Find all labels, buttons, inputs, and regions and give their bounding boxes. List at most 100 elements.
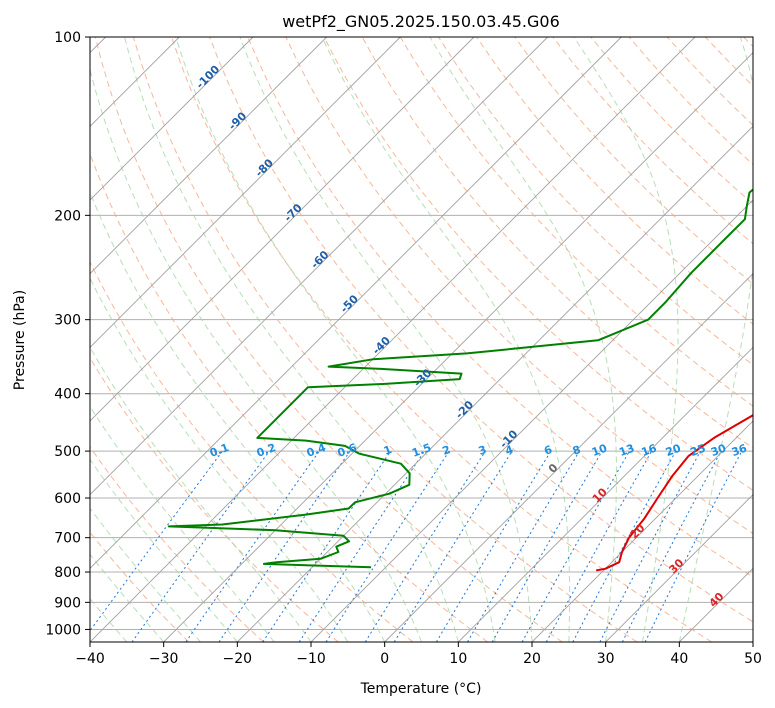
mixing-ratio-lines [90, 450, 743, 642]
isotherm [90, 37, 327, 275]
isotherm [531, 420, 753, 642]
y-axis-title: Pressure (hPa) [12, 290, 28, 390]
x-tick-label: 0 [380, 651, 389, 667]
mixing-ratio-label: 8 [571, 443, 583, 458]
mixing-ratio-label: 6 [542, 443, 554, 458]
isotherm [90, 37, 622, 569]
isotherm [605, 494, 753, 642]
moist-adiabat [124, 37, 459, 642]
isotherm [90, 37, 696, 642]
x-tick-label: −40 [75, 651, 105, 667]
isotherm-label: -90 [226, 109, 249, 132]
dry-adiabat [476, 37, 753, 325]
isotherm-label: -50 [338, 292, 361, 315]
mixing-ratio-label: 0.6 [336, 441, 359, 460]
y-tick-label: 800 [54, 565, 81, 581]
mixing-ratio-line [90, 450, 223, 632]
dry-adiabat [247, 37, 753, 578]
dry-adiabat [94, 37, 563, 642]
isotherm-label: -100 [194, 63, 223, 92]
mixing-ratio-line [599, 450, 701, 642]
isotherm-label: -80 [253, 156, 276, 179]
mixing-ratio-label: 4 [503, 443, 515, 458]
x-axis: −40 −30 −20 −10 0 10 20 30 40 50 [75, 642, 762, 667]
skewed-isotherms [90, 37, 753, 642]
x-tick-label: 40 [670, 651, 688, 667]
moist-adiabat [90, 507, 201, 642]
mixing-ratio-label: 2 [441, 443, 453, 458]
y-axis: 100 200 300 400 500 600 700 800 900 1000 [45, 30, 90, 638]
dry-adiabat [90, 152, 488, 642]
isotherm [679, 567, 753, 642]
moist-adiabat [90, 405, 275, 642]
mixing-ratio-line [364, 450, 486, 642]
isotherm [163, 52, 753, 642]
temperature-profile [596, 414, 753, 572]
dry-adiabat [132, 37, 638, 642]
moist-adiabat [90, 458, 238, 642]
y-tick-label: 600 [54, 491, 81, 507]
moist-adiabat [678, 37, 753, 642]
moist-adiabat [239, 37, 533, 642]
isotherm-label: -70 [282, 201, 305, 224]
dry-adiabat [666, 37, 753, 126]
y-tick-label: 400 [54, 387, 81, 403]
mixing-ratio-label: 0.2 [255, 441, 278, 460]
isotherm [90, 37, 548, 496]
dry-adiabat [552, 37, 753, 245]
dry-adiabat [704, 37, 753, 87]
mixing-ratio-label: 25 [689, 442, 708, 459]
mixing-ratio-label: 10 [590, 442, 609, 460]
isotherm-label: -20 [453, 398, 476, 421]
mixing-ratio-line [298, 450, 425, 642]
moist-adiabats [90, 37, 753, 642]
y-tick-label: 700 [54, 531, 81, 547]
isotherm-label: 10 [590, 485, 610, 505]
chart-title: wetPf2_GN05.2025.150.03.45.G06 [282, 12, 560, 32]
isotherm [384, 273, 753, 642]
moist-adiabat [321, 37, 571, 642]
moist-adiabat [573, 37, 679, 642]
dry-adiabat [90, 446, 264, 642]
isotherm [237, 125, 753, 642]
y-tick-label: 200 [54, 208, 81, 224]
mixing-ratio-label: 16 [640, 442, 659, 460]
y-tick-label: 900 [54, 595, 81, 611]
y-tick-label: 300 [54, 313, 81, 329]
x-axis-title: Temperature (°C) [360, 681, 482, 697]
mixing-ratio-label: 3 [477, 443, 489, 458]
mixing-ratio-label: 0.4 [305, 441, 328, 460]
x-tick-label: −20 [223, 651, 253, 667]
moist-adiabat [90, 190, 386, 642]
mixing-ratio-label: 36 [730, 442, 749, 460]
mixing-ratio-line [644, 450, 743, 642]
moist-adiabat [90, 553, 165, 642]
moist-adiabat [90, 346, 312, 642]
dry-adiabat [590, 37, 753, 205]
plot-area: -100-90-80-70-60-50-40-30-20-10010203040… [90, 37, 753, 642]
dry-adiabat [90, 356, 339, 642]
isotherm [458, 346, 753, 642]
sounding-profiles [167, 188, 753, 572]
dry-adiabat [171, 37, 712, 642]
x-tick-label: 20 [523, 651, 541, 667]
isotherm-label: -40 [370, 334, 393, 357]
isotherm [310, 199, 753, 642]
mixing-ratio-line [185, 450, 320, 642]
dry-adiabat [743, 37, 753, 48]
x-tick-label: −30 [149, 651, 179, 667]
isotherm [752, 641, 753, 642]
dry-adiabat [90, 531, 190, 642]
isotherm-label: -30 [411, 366, 434, 389]
mixing-ratio-line [621, 450, 722, 642]
mixing-ratio-line [435, 450, 552, 642]
dry-adiabat [285, 37, 753, 535]
mixing-ratio-line [545, 450, 653, 642]
isotherm-label: 20 [628, 521, 648, 541]
mixing-ratio-line [467, 450, 580, 642]
isotherm [90, 37, 254, 201]
mixing-ratio-line [393, 450, 513, 642]
dry-adiabat [90, 260, 414, 642]
moist-adiabat [90, 67, 422, 642]
